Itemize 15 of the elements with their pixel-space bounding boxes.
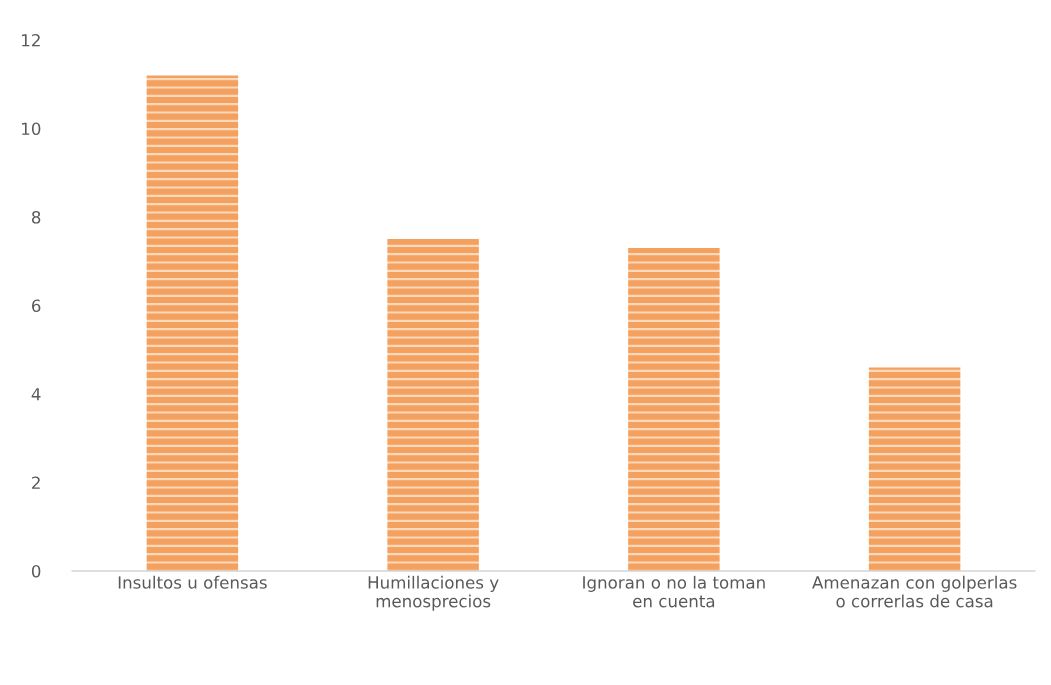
bar xyxy=(868,367,961,571)
x-tick-label: Ignoran o no la toman en cuenta xyxy=(583,575,765,608)
y-tick-label: 6 xyxy=(32,299,41,313)
bar xyxy=(146,75,239,571)
x-tick-label: Amenazan con golperlas o correrlas de casa xyxy=(812,575,1017,608)
bar xyxy=(628,247,720,571)
y-tick-label: 12 xyxy=(22,33,40,47)
y-tick-label: 4 xyxy=(31,388,41,401)
x-tick-label: Insultos u ofensas xyxy=(118,575,267,589)
y-tick-label: 2 xyxy=(32,476,40,489)
y-tick-label: 8 xyxy=(31,210,41,224)
bar xyxy=(387,239,479,571)
y-tick-label: 0 xyxy=(31,564,41,578)
y-tick-label: 10 xyxy=(22,122,41,136)
x-tick-label: Humillaciones y menosprecios xyxy=(368,575,499,611)
